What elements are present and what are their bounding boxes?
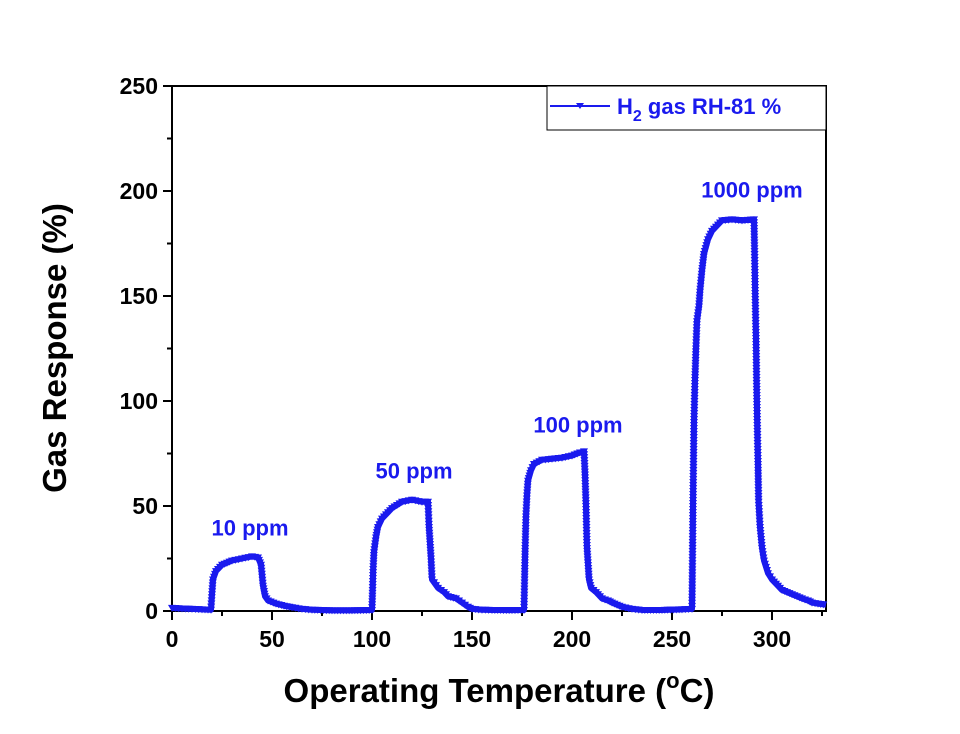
- x-tick-label: 150: [453, 626, 491, 652]
- x-tick-label: 250: [653, 626, 691, 652]
- data-point-marker: [693, 315, 702, 323]
- annotations: 10 ppm 50 ppm 100 ppm 1000 ppm: [211, 177, 802, 540]
- y-tick-label: 0: [145, 598, 158, 624]
- legend: H2 gas RH-81 %: [546, 85, 827, 131]
- axes: 0 50 100 150 200 250 300 0 50 100 150 200 250: [120, 73, 827, 652]
- x-tick-label: 300: [753, 626, 791, 652]
- annotation-label: 10 ppm: [211, 515, 288, 540]
- annotation-label: 100 ppm: [533, 413, 622, 438]
- data-point-marker: [696, 279, 705, 287]
- data-point-marker: [819, 601, 828, 609]
- data-point-marker: [693, 318, 701, 326]
- x-axis-label: Operating Temperature (oC): [284, 668, 715, 709]
- series-line: [171, 216, 827, 614]
- y-tick-label: 50: [132, 493, 158, 519]
- data-point-marker: [370, 543, 379, 551]
- data-point-marker: [693, 312, 702, 320]
- y-tick-label: 200: [120, 178, 158, 204]
- data-point-marker: [370, 549, 378, 557]
- annotation-label: 50 ppm: [375, 459, 452, 484]
- x-tick-label: 200: [553, 626, 591, 652]
- legend-box: [546, 85, 827, 131]
- data-point-marker: [371, 537, 380, 545]
- y-tick-label: 100: [120, 388, 158, 414]
- x-tick-label: 0: [166, 626, 179, 652]
- y-tick-label: 150: [120, 283, 158, 309]
- annotation-label: 1000 ppm: [701, 177, 803, 202]
- data-point-marker: [694, 306, 703, 314]
- series-h2: [168, 216, 828, 615]
- x-tick-label: 50: [259, 626, 285, 652]
- data-point-marker: [370, 546, 379, 554]
- legend-marker: [576, 103, 584, 109]
- y-tick-label: 250: [120, 73, 158, 99]
- data-point-marker: [371, 540, 380, 548]
- data-point-marker: [694, 309, 703, 317]
- x-tick-label: 100: [353, 626, 391, 652]
- legend-label: H2 gas RH-81 %: [617, 94, 781, 125]
- y-axis-label: Gas Response (%): [36, 203, 73, 493]
